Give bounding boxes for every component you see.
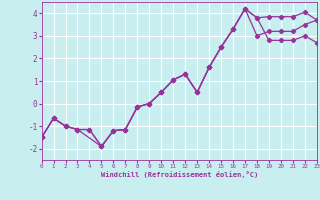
X-axis label: Windchill (Refroidissement éolien,°C): Windchill (Refroidissement éolien,°C) bbox=[100, 171, 258, 178]
